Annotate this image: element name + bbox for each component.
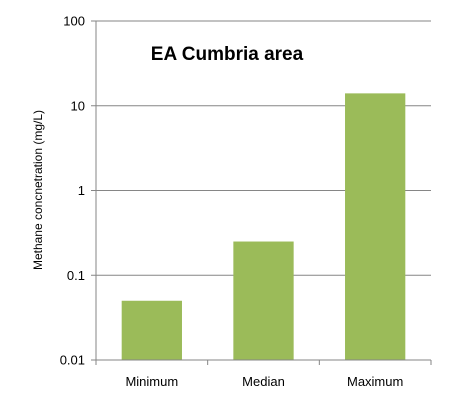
x-tick-label: Median <box>242 374 285 389</box>
chart-title: EA Cumbria area <box>151 44 304 65</box>
y-tick-label: 10 <box>71 98 85 113</box>
y-tick-label: 100 <box>63 14 85 29</box>
y-tick-label: 0.01 <box>60 353 85 368</box>
x-tick-label: Maximum <box>347 374 403 389</box>
y-axis-title: Methane concnetration (mg/L) <box>31 110 45 270</box>
x-tick-label: Minimum <box>125 374 178 389</box>
y-tick-label: 1 <box>78 183 85 198</box>
bar-median <box>233 241 294 360</box>
bars <box>121 93 406 360</box>
bar-minimum <box>121 300 182 360</box>
y-tick-label: 0.1 <box>67 268 85 283</box>
bar-maximum <box>345 93 406 360</box>
tick-labels: 0.01 0.1 1 10 100 Minimum Median Maximum <box>60 14 432 389</box>
